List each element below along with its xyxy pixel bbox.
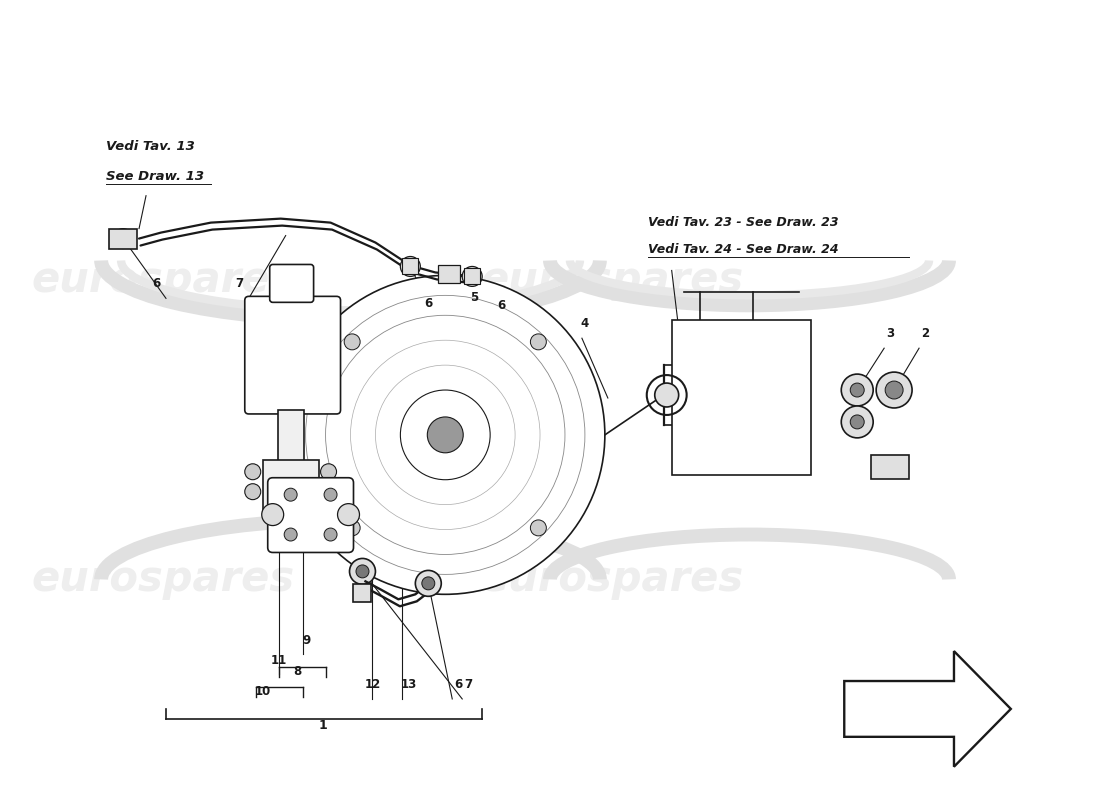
Text: 13: 13 [400, 678, 417, 691]
Text: 7: 7 [464, 678, 472, 691]
Text: 11: 11 [271, 654, 287, 667]
Circle shape [421, 577, 434, 590]
Text: eurospares: eurospares [31, 259, 295, 302]
Circle shape [245, 464, 261, 480]
Text: 12: 12 [364, 678, 381, 691]
Text: 6: 6 [424, 298, 432, 310]
Circle shape [245, 484, 261, 500]
Circle shape [877, 372, 912, 408]
Text: 9: 9 [302, 634, 310, 647]
Circle shape [284, 528, 297, 541]
Circle shape [462, 266, 482, 286]
Text: Vedi Tav. 13: Vedi Tav. 13 [106, 140, 195, 153]
Text: 8: 8 [294, 665, 301, 678]
FancyBboxPatch shape [245, 296, 341, 414]
Circle shape [320, 484, 337, 500]
Text: 5: 5 [470, 291, 478, 304]
Text: 7: 7 [235, 278, 244, 290]
Text: 6: 6 [454, 678, 462, 691]
Circle shape [842, 374, 873, 406]
Circle shape [356, 565, 369, 578]
Text: eurospares: eurospares [481, 259, 744, 302]
Text: Vedi Tav. 23 - See Draw. 23: Vedi Tav. 23 - See Draw. 23 [648, 215, 838, 229]
Circle shape [427, 417, 463, 453]
Circle shape [113, 229, 133, 249]
Circle shape [338, 504, 360, 526]
Bar [277, 410, 304, 465]
Circle shape [320, 464, 337, 480]
Bar [109, 229, 138, 249]
Circle shape [344, 520, 360, 536]
Text: Vedi Tav. 24 - See Draw. 24: Vedi Tav. 24 - See Draw. 24 [648, 242, 838, 255]
Circle shape [283, 274, 302, 294]
Circle shape [344, 334, 360, 350]
Circle shape [262, 504, 284, 526]
Bar [438, 266, 460, 283]
FancyBboxPatch shape [270, 265, 314, 302]
Circle shape [286, 275, 605, 594]
Text: 6: 6 [153, 278, 161, 290]
Text: 1: 1 [318, 719, 327, 732]
Circle shape [416, 570, 441, 596]
Circle shape [850, 383, 865, 397]
Circle shape [442, 267, 456, 282]
Bar [672, 320, 812, 474]
Circle shape [324, 528, 337, 541]
Text: eurospares: eurospares [31, 558, 295, 600]
Polygon shape [845, 651, 1011, 766]
Circle shape [842, 406, 873, 438]
Text: 3: 3 [887, 327, 894, 340]
Bar [353, 584, 372, 602]
Text: 10: 10 [254, 685, 271, 698]
Circle shape [400, 257, 420, 277]
Circle shape [886, 381, 903, 399]
Circle shape [324, 488, 337, 501]
Bar [403, 258, 418, 274]
Circle shape [881, 458, 899, 476]
Text: 6: 6 [497, 299, 505, 312]
Text: eurospares: eurospares [481, 558, 744, 600]
Circle shape [850, 415, 865, 429]
Circle shape [654, 383, 679, 407]
Text: See Draw. 13: See Draw. 13 [106, 170, 205, 182]
FancyBboxPatch shape [263, 460, 319, 514]
Text: 2: 2 [921, 327, 929, 340]
FancyBboxPatch shape [267, 478, 353, 553]
Bar [464, 269, 481, 285]
Circle shape [530, 520, 547, 536]
Circle shape [350, 558, 375, 584]
Circle shape [530, 334, 547, 350]
Circle shape [284, 488, 297, 501]
Bar [871, 455, 909, 478]
Text: 4: 4 [581, 318, 589, 330]
